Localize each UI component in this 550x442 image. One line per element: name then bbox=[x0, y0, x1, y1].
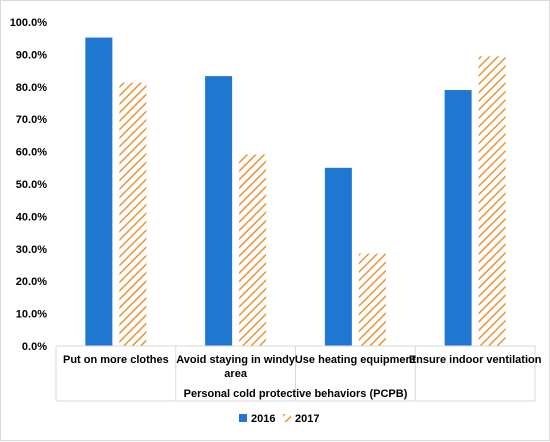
bar-2016-3 bbox=[444, 90, 472, 346]
x-category-label: Use heating equipment bbox=[295, 354, 416, 366]
legend: 2016 2017 bbox=[239, 413, 319, 425]
y-tick-label: 40.0% bbox=[16, 211, 47, 223]
y-tick-label: 100.0% bbox=[10, 17, 48, 29]
x-category-label: Ensure indoor ventilation bbox=[409, 354, 542, 366]
bar-2017-1 bbox=[239, 154, 267, 346]
bar-2016-1 bbox=[205, 76, 233, 346]
y-axis: 0.0% 10.0% 20.0% 30.0% 40.0% 50.0% 60.0% 70.0% 8… bbox=[10, 17, 48, 353]
x-axis-title: Personal cold protective behaviors (PCPB… bbox=[184, 388, 408, 400]
x-category-label: Put on more clothes bbox=[63, 354, 169, 366]
legend-label-2017: 2017 bbox=[295, 413, 319, 425]
y-tick-label: 90.0% bbox=[16, 49, 47, 61]
bar-2017-0 bbox=[119, 82, 147, 346]
y-tick-label: 70.0% bbox=[16, 114, 47, 126]
y-tick-label: 10.0% bbox=[16, 309, 47, 321]
bar-2016-0 bbox=[85, 37, 113, 346]
bar-2017-2 bbox=[358, 253, 386, 346]
bar-2017-3 bbox=[478, 56, 506, 347]
legend-label-2016: 2016 bbox=[251, 413, 275, 425]
y-tick-label: 0.0% bbox=[22, 341, 47, 353]
y-tick-label: 20.0% bbox=[16, 276, 47, 288]
x-axis: Put on more clothes Avoid staying in wind… bbox=[55, 345, 542, 402]
legend-swatch-2016 bbox=[239, 414, 247, 422]
bar-2016-2 bbox=[324, 167, 352, 346]
y-tick-label: 80.0% bbox=[16, 82, 47, 94]
legend-swatch-2017 bbox=[283, 414, 291, 422]
bars bbox=[85, 37, 506, 347]
y-tick-label: 50.0% bbox=[16, 179, 47, 191]
x-category-label: Avoid staying in windy bbox=[176, 354, 296, 366]
y-tick-label: 60.0% bbox=[16, 147, 47, 159]
y-tick-label: 30.0% bbox=[16, 244, 47, 256]
x-category-label: area bbox=[224, 368, 248, 380]
